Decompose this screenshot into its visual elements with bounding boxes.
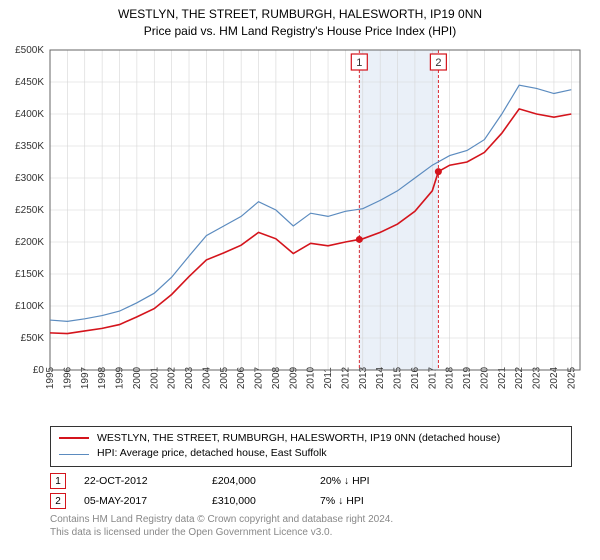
transaction-price: £204,000 bbox=[212, 475, 302, 487]
svg-text:£200K: £200K bbox=[15, 237, 44, 248]
footer: Contains HM Land Registry data © Crown c… bbox=[50, 513, 572, 539]
legend-item: HPI: Average price, detached house, East… bbox=[59, 446, 563, 462]
transaction-diff: 7% ↓ HPI bbox=[320, 495, 364, 507]
transaction-date: 05-MAY-2017 bbox=[84, 495, 194, 507]
transactions-table: 1 22-OCT-2012 £204,000 20% ↓ HPI 2 05-MAY-201… bbox=[50, 473, 572, 509]
svg-text:£50K: £50K bbox=[21, 333, 45, 344]
legend-item: WESTLYN, THE STREET, RUMBURGH, HALESWORT… bbox=[59, 431, 563, 447]
title-line1: WESTLYN, THE STREET, RUMBURGH, HALESWORT… bbox=[0, 6, 600, 23]
title-block: WESTLYN, THE STREET, RUMBURGH, HALESWORT… bbox=[0, 0, 600, 40]
legend-label: HPI: Average price, detached house, East… bbox=[97, 446, 327, 462]
svg-text:£450K: £450K bbox=[15, 77, 44, 88]
transaction-diff: 20% ↓ HPI bbox=[320, 475, 370, 487]
svg-text:£500K: £500K bbox=[15, 45, 44, 56]
svg-text:1: 1 bbox=[356, 57, 362, 69]
svg-text:£0: £0 bbox=[33, 365, 45, 376]
footer-line1: Contains HM Land Registry data © Crown c… bbox=[50, 513, 572, 526]
title-line2: Price paid vs. HM Land Registry's House … bbox=[0, 23, 600, 40]
legend-label: WESTLYN, THE STREET, RUMBURGH, HALESWORT… bbox=[97, 431, 500, 447]
transaction-date: 22-OCT-2012 bbox=[84, 475, 194, 487]
legend-swatch bbox=[59, 437, 89, 439]
svg-text:£350K: £350K bbox=[15, 141, 44, 152]
footer-line2: This data is licensed under the Open Gov… bbox=[50, 526, 572, 539]
svg-text:£300K: £300K bbox=[15, 173, 44, 184]
svg-text:£400K: £400K bbox=[15, 109, 44, 120]
legend: WESTLYN, THE STREET, RUMBURGH, HALESWORT… bbox=[50, 426, 572, 468]
svg-text:£100K: £100K bbox=[15, 301, 44, 312]
chart-svg: £0 £50K £100K £150K £200K £250K £300K £350K £400… bbox=[0, 40, 600, 420]
chart: £0 £50K £100K £150K £200K £250K £300K £350K £400… bbox=[0, 40, 600, 420]
svg-text:£150K: £150K bbox=[15, 269, 44, 280]
svg-text:2: 2 bbox=[435, 57, 441, 69]
transaction-marker-box: 1 bbox=[50, 473, 66, 489]
transaction-row: 2 05-MAY-2017 £310,000 7% ↓ HPI bbox=[50, 493, 572, 509]
transaction-row: 1 22-OCT-2012 £204,000 20% ↓ HPI bbox=[50, 473, 572, 489]
transaction-marker-box: 2 bbox=[50, 493, 66, 509]
svg-text:£250K: £250K bbox=[15, 205, 44, 216]
legend-swatch bbox=[59, 454, 89, 455]
transaction-price: £310,000 bbox=[212, 495, 302, 507]
